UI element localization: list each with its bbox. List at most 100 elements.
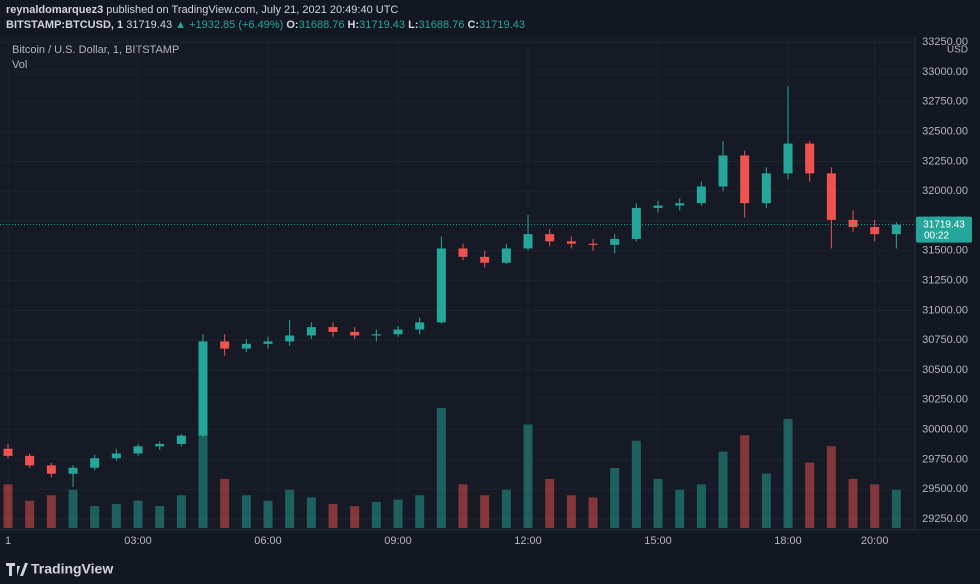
- y-tick-label: 32500.00: [922, 126, 968, 138]
- candle-body: [870, 227, 880, 235]
- y-tick-label: 30500.00: [922, 364, 968, 376]
- volume-bar: [653, 478, 663, 528]
- ohlc-value: 31688.76: [298, 19, 345, 31]
- last-price-label: 31719.43: [923, 219, 965, 230]
- ohlc-label: L:: [408, 19, 419, 31]
- logo-icon: [6, 563, 28, 576]
- x-tick-label: 18:00: [774, 535, 802, 547]
- volume-bar: [458, 484, 468, 528]
- publish-line: reynaldomarquez3 published on TradingVie…: [6, 3, 525, 18]
- candle-body: [393, 329, 403, 335]
- volume-bar: [696, 484, 706, 528]
- volume-bar: [68, 489, 78, 528]
- volume-bar: [718, 451, 728, 528]
- candle-body: [826, 173, 836, 220]
- ohlc-value: 31719.43: [359, 19, 406, 31]
- candle-body: [241, 343, 251, 349]
- candle-body: [415, 322, 425, 330]
- volume-label: Vol: [12, 59, 27, 71]
- volume-bar: [241, 495, 251, 528]
- volume-bar: [805, 462, 815, 528]
- candle-body: [3, 448, 13, 456]
- volume-bar: [480, 495, 490, 528]
- ohlc-label: H:: [347, 19, 360, 31]
- candle-body: [610, 238, 620, 245]
- volume-bar: [133, 500, 143, 528]
- volume-bar: [393, 499, 403, 528]
- x-tick-label: 12:00: [514, 535, 542, 547]
- ohlc-label: O:: [286, 19, 299, 31]
- logo-text: TradingView: [31, 561, 113, 577]
- volume-bar: [415, 495, 425, 528]
- candle-body: [285, 335, 295, 342]
- logo: TradingView: [6, 561, 113, 577]
- volume-bar: [350, 506, 360, 528]
- y-tick-label: 30750.00: [922, 334, 968, 346]
- last-price-box: [916, 216, 972, 243]
- x-tick-label: 09:00: [384, 535, 412, 547]
- volume-bar: [371, 501, 381, 528]
- volume-bar: [588, 497, 598, 528]
- candle-body: [46, 465, 56, 474]
- candle-body: [436, 248, 446, 323]
- candle-body: [653, 205, 663, 208]
- volume-bar: [631, 440, 641, 528]
- candle-body: [111, 453, 121, 459]
- x-tick-label: 06:00: [254, 535, 282, 547]
- x-tick-label: 20:00: [861, 535, 889, 547]
- candle-body: [458, 248, 468, 257]
- candle-body: [631, 207, 641, 239]
- candle-body: [783, 143, 793, 174]
- volume-bar: [328, 504, 338, 528]
- volume-bar: [826, 446, 836, 528]
- candle-body: [566, 241, 576, 244]
- countdown: 00:22: [924, 230, 949, 241]
- chart-title: Bitcoin / U.S. Dollar, 1, BITSTAMP: [12, 44, 179, 56]
- candle-body: [501, 248, 511, 263]
- y-tick-label: 32750.00: [922, 96, 968, 108]
- candle-body: [545, 234, 555, 242]
- candle-body: [805, 143, 815, 174]
- candle-body: [718, 155, 728, 187]
- candle-body: [371, 334, 381, 336]
- volume-bar: [783, 418, 793, 528]
- x-tick-label: 15:00: [644, 535, 672, 547]
- candle-body: [176, 435, 186, 444]
- y-tick-label: 31500.00: [922, 245, 968, 257]
- candle-body: [350, 331, 360, 336]
- candle-body: [761, 173, 771, 204]
- candle-body: [90, 458, 100, 468]
- volume-bar: [675, 489, 685, 528]
- ohlc-value: 31719.43: [479, 19, 525, 31]
- volume-bar: [523, 424, 533, 528]
- quote-line: BITSTAMP:BTCUSD, 1 31719.43 ▲ +1932.85 (…: [6, 18, 525, 33]
- author: reynaldomarquez3: [6, 4, 104, 16]
- candle-body: [523, 234, 533, 249]
- volume-bar: [501, 489, 511, 528]
- volume-bar: [25, 500, 35, 528]
- y-tick-label: 31000.00: [922, 304, 968, 316]
- ohlc-label: C:: [467, 19, 480, 31]
- candle-body: [306, 327, 316, 336]
- y-tick-label: 30000.00: [922, 424, 968, 436]
- header: reynaldomarquez3 published on TradingVie…: [6, 3, 525, 33]
- volume-bar: [285, 489, 295, 528]
- candle-body: [675, 203, 685, 206]
- y-tick-label: 30250.00: [922, 394, 968, 406]
- volume-bar: [740, 435, 750, 528]
- volume-bar: [761, 473, 771, 528]
- candle-body: [588, 243, 598, 245]
- candle-body: [25, 455, 35, 466]
- volume-bar: [111, 504, 121, 528]
- candle-body: [740, 155, 750, 204]
- y-tick-label: 29250.00: [922, 513, 968, 525]
- y-tick-label: 32000.00: [922, 185, 968, 197]
- candle-body: [133, 446, 143, 454]
- volume-bar: [155, 506, 165, 528]
- published: published on TradingView.com, July 21, 2…: [106, 4, 399, 16]
- candle-body: [480, 256, 490, 263]
- volume-bar: [610, 468, 620, 528]
- candle-body: [848, 219, 858, 228]
